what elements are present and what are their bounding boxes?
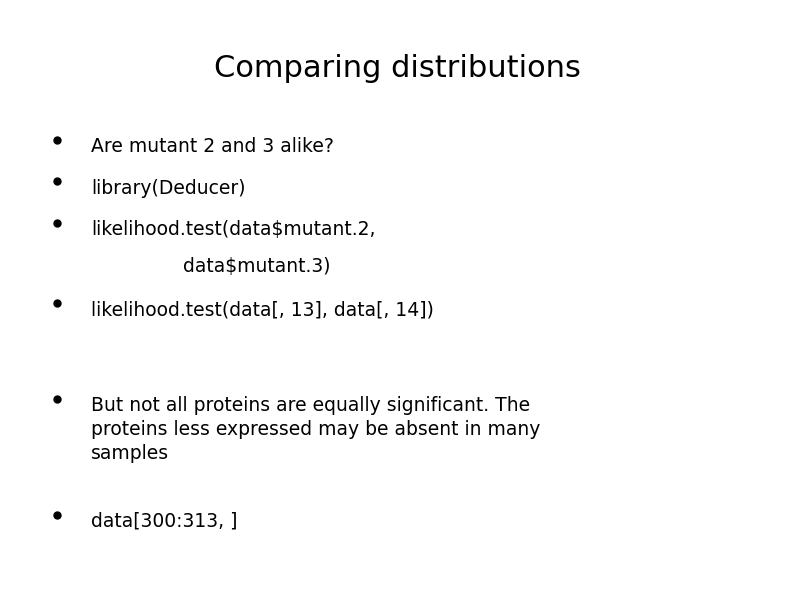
Text: Comparing distributions: Comparing distributions xyxy=(214,54,580,83)
Text: likelihood.test(data[, 13], data[, 14]): likelihood.test(data[, 13], data[, 14]) xyxy=(91,300,434,320)
Text: data[300:313, ]: data[300:313, ] xyxy=(91,512,238,531)
Text: library(Deducer): library(Deducer) xyxy=(91,178,246,198)
Text: likelihood.test(data$mutant.2,: likelihood.test(data$mutant.2, xyxy=(91,220,376,239)
Text: data$mutant.3): data$mutant.3) xyxy=(183,257,330,276)
Text: Are mutant 2 and 3 alike?: Are mutant 2 and 3 alike? xyxy=(91,137,334,156)
Text: But not all proteins are equally significant. The
proteins less expressed may be: But not all proteins are equally signifi… xyxy=(91,396,541,463)
